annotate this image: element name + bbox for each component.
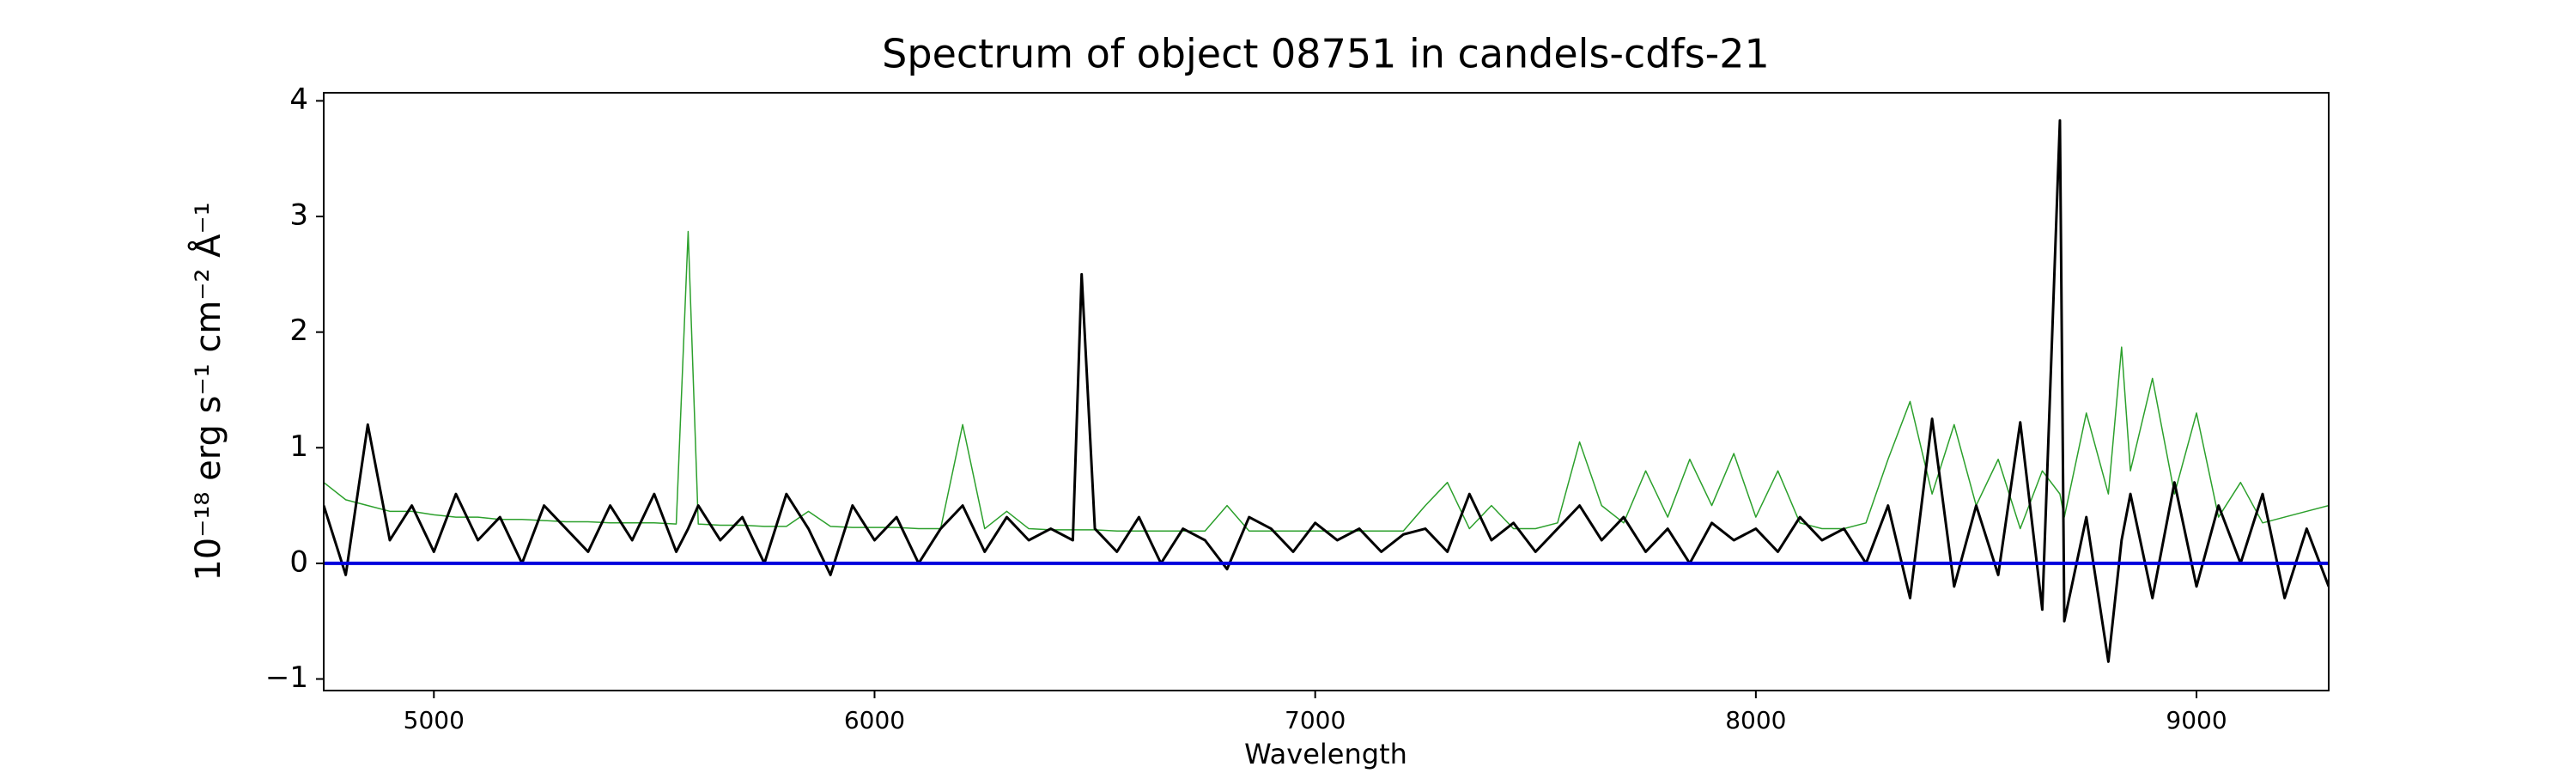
x-tick-label: 5000 [404,706,465,734]
spectrum-line [324,119,2329,663]
chart-title: Spectrum of object 08751 in candels-cdfs… [882,31,1770,77]
y-tick-label: 4 [289,82,308,117]
x-axis-label: Wavelength [1244,738,1407,770]
y-tick-label: 1 [289,429,308,464]
plot-frame [323,92,2330,691]
y-axis-label: 10⁻¹⁸ erg s⁻¹ cm⁻² Å⁻¹ [187,202,228,581]
x-tick-label: 7000 [1285,706,1346,734]
x-tick-label: 6000 [844,706,905,734]
y-tick-label: 0 [289,545,308,579]
x-tick-label: 9000 [2166,706,2227,734]
y-tick-label: 3 [289,198,308,233]
y-tick-label: 2 [289,313,308,348]
y-tick-label: −1 [265,660,308,695]
x-tick-label: 8000 [1725,706,1786,734]
